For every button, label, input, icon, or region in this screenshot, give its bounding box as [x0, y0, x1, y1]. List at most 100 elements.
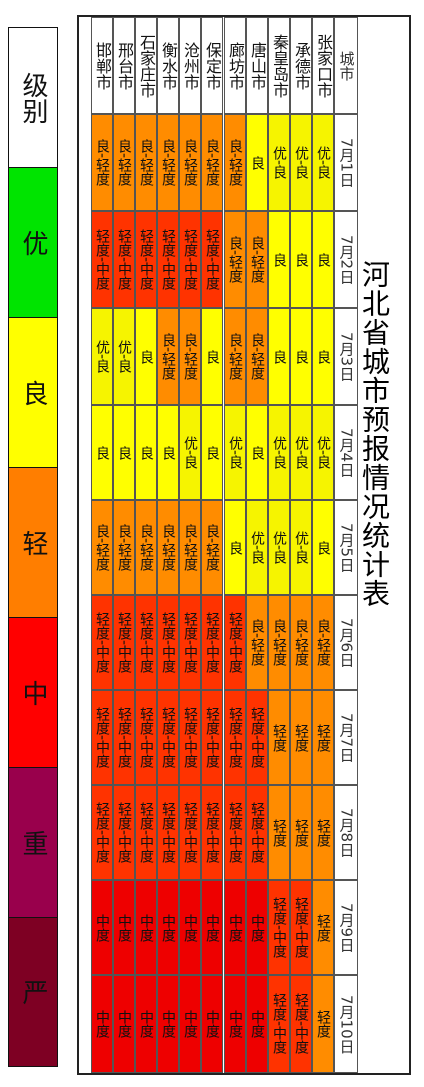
forecast-cell: 轻度-中度: [157, 211, 179, 308]
date-header-text: 7月10日: [337, 994, 356, 1054]
forecast-cell-text: 良: [315, 349, 331, 364]
forecast-cell-text: 轻度-中度: [204, 706, 220, 769]
forecast-cell: 良-轻度: [246, 595, 268, 690]
forecast-cell: 优-良: [312, 405, 334, 500]
forecast-cell-text: 良: [249, 155, 265, 170]
forecast-cell-text: 中度: [249, 913, 265, 942]
forecast-cell-text: 良-轻度: [227, 332, 243, 381]
city-label: 邯郸市: [91, 17, 113, 114]
forecast-cell: 轻度-中度: [246, 690, 268, 785]
forecast-cell: 优-良: [246, 500, 268, 595]
date-header: 7月7日: [334, 690, 358, 785]
forecast-cell: 良-轻度: [157, 308, 179, 405]
forecast-cell: 轻度: [312, 690, 334, 785]
forecast-cell: 轻度-中度: [91, 785, 113, 880]
forecast-cell-text: 良-轻度: [249, 618, 265, 667]
forecast-cell: 良: [224, 500, 246, 595]
forecast-cell: 轻度-中度: [135, 785, 157, 880]
forecast-cell: 良-轻度: [268, 595, 290, 690]
legend-cell: 中: [8, 617, 58, 769]
forecast-cell: 中度: [135, 975, 157, 1073]
forecast-cell: 中度: [246, 880, 268, 975]
forecast-cell-text: 良-轻度: [271, 618, 287, 667]
forecast-cell-text: 轻度-中度: [182, 801, 198, 864]
forecast-cell: 良: [312, 211, 334, 308]
forecast-cell: 轻度-中度: [290, 880, 312, 975]
forecast-cell: 轻度-中度: [201, 690, 223, 785]
forecast-cell-text: 轻度-中度: [227, 611, 243, 674]
forecast-cell-text: 中度: [182, 1010, 198, 1038]
forecast-cell-text: 轻度-中度: [94, 611, 110, 674]
forecast-cell: 良: [135, 308, 157, 405]
date-header-text: 7月4日: [337, 427, 356, 478]
forecast-cell: 轻度-中度: [135, 211, 157, 308]
date-header-text: 7月7日: [337, 712, 356, 763]
forecast-cell: 良-轻度: [157, 500, 179, 595]
forecast-cell: 优-良: [179, 405, 201, 500]
forecast-cell: 良-轻度: [246, 211, 268, 308]
forecast-cell-text: 良: [227, 540, 243, 555]
forecast-cell-text: 良: [249, 445, 265, 460]
forecast-cell: 良-轻度: [91, 500, 113, 595]
forecast-cell: 轻度: [268, 690, 290, 785]
forecast-cell: 轻度-中度: [157, 690, 179, 785]
legend-label: 良: [18, 380, 48, 406]
forecast-cell: 良-轻度: [135, 500, 157, 595]
legend-label: 严: [18, 979, 48, 1005]
forecast-cell-text: 轻度-中度: [271, 896, 287, 959]
city-label: 张家口市: [312, 17, 334, 114]
forecast-cell: 优-良: [290, 114, 312, 211]
forecast-cell-text: 优-良: [271, 530, 287, 565]
date-header: 7月4日: [334, 405, 358, 500]
forecast-cell: 中度: [179, 880, 201, 975]
forecast-cell: 轻度: [268, 785, 290, 880]
forecast-cell: 良: [312, 308, 334, 405]
forecast-cell: 良: [312, 500, 334, 595]
forecast-cell-text: 轻度: [315, 818, 331, 847]
forecast-cell: 良: [246, 114, 268, 211]
city-label: 沧州市: [179, 17, 201, 114]
forecast-cell: 轻度: [312, 880, 334, 975]
forecast-cell: 轻度-中度: [157, 785, 179, 880]
forecast-cell-text: 优-良: [94, 339, 110, 374]
forecast-cell-text: 轻度-中度: [116, 611, 132, 674]
forecast-cell-text: 良: [138, 349, 154, 364]
forecast-cell-text: 轻度-中度: [204, 611, 220, 674]
forecast-cell-text: 中度: [227, 1010, 243, 1038]
forecast-cell-text: 良: [160, 445, 176, 460]
forecast-cell-text: 轻度-中度: [182, 228, 198, 291]
header-corner-text: 城市: [337, 50, 356, 81]
forecast-cell-text: 轻度: [293, 723, 309, 752]
date-header: 7月2日: [334, 211, 358, 308]
forecast-cell: 轻度-中度: [268, 975, 290, 1073]
forecast-cell-text: 良-轻度: [315, 618, 331, 667]
forecast-cell: 良-轻度: [201, 114, 223, 211]
forecast-cell: 良: [201, 405, 223, 500]
forecast-cell-text: 良-轻度: [160, 523, 176, 572]
forecast-cell: 轻度-中度: [179, 595, 201, 690]
forecast-cell: 轻度: [312, 975, 334, 1073]
forecast-cell: 轻度-中度: [135, 690, 157, 785]
date-header-text: 7月6日: [337, 617, 356, 668]
forecast-cell-text: 良: [271, 349, 287, 364]
forecast-cell: 良-轻度: [91, 114, 113, 211]
forecast-cell-text: 优-良: [293, 435, 309, 470]
forecast-cell: 良-轻度: [290, 595, 312, 690]
forecast-cell: 良-轻度: [135, 114, 157, 211]
date-header-text: 7月1日: [337, 137, 356, 188]
forecast-cell-text: 良-轻度: [138, 523, 154, 572]
forecast-cell-text: 良: [204, 445, 220, 460]
forecast-cell-text: 优-良: [116, 339, 132, 374]
forecast-cell: 良: [157, 405, 179, 500]
forecast-cell: 优-良: [113, 308, 135, 405]
forecast-cell-text: 轻度-中度: [182, 706, 198, 769]
forecast-cell-text: 中度: [160, 913, 176, 942]
forecast-cell: 轻度-中度: [224, 785, 246, 880]
forecast-cell: 中度: [246, 975, 268, 1073]
forecast-cell: 良: [91, 405, 113, 500]
forecast-cell-text: 轻度: [315, 1010, 331, 1038]
forecast-cell: 中度: [224, 975, 246, 1073]
forecast-cell-text: 良-轻度: [160, 138, 176, 187]
forecast-cell-text: 轻度-中度: [116, 228, 132, 291]
forecast-cell: 良-轻度: [113, 500, 135, 595]
